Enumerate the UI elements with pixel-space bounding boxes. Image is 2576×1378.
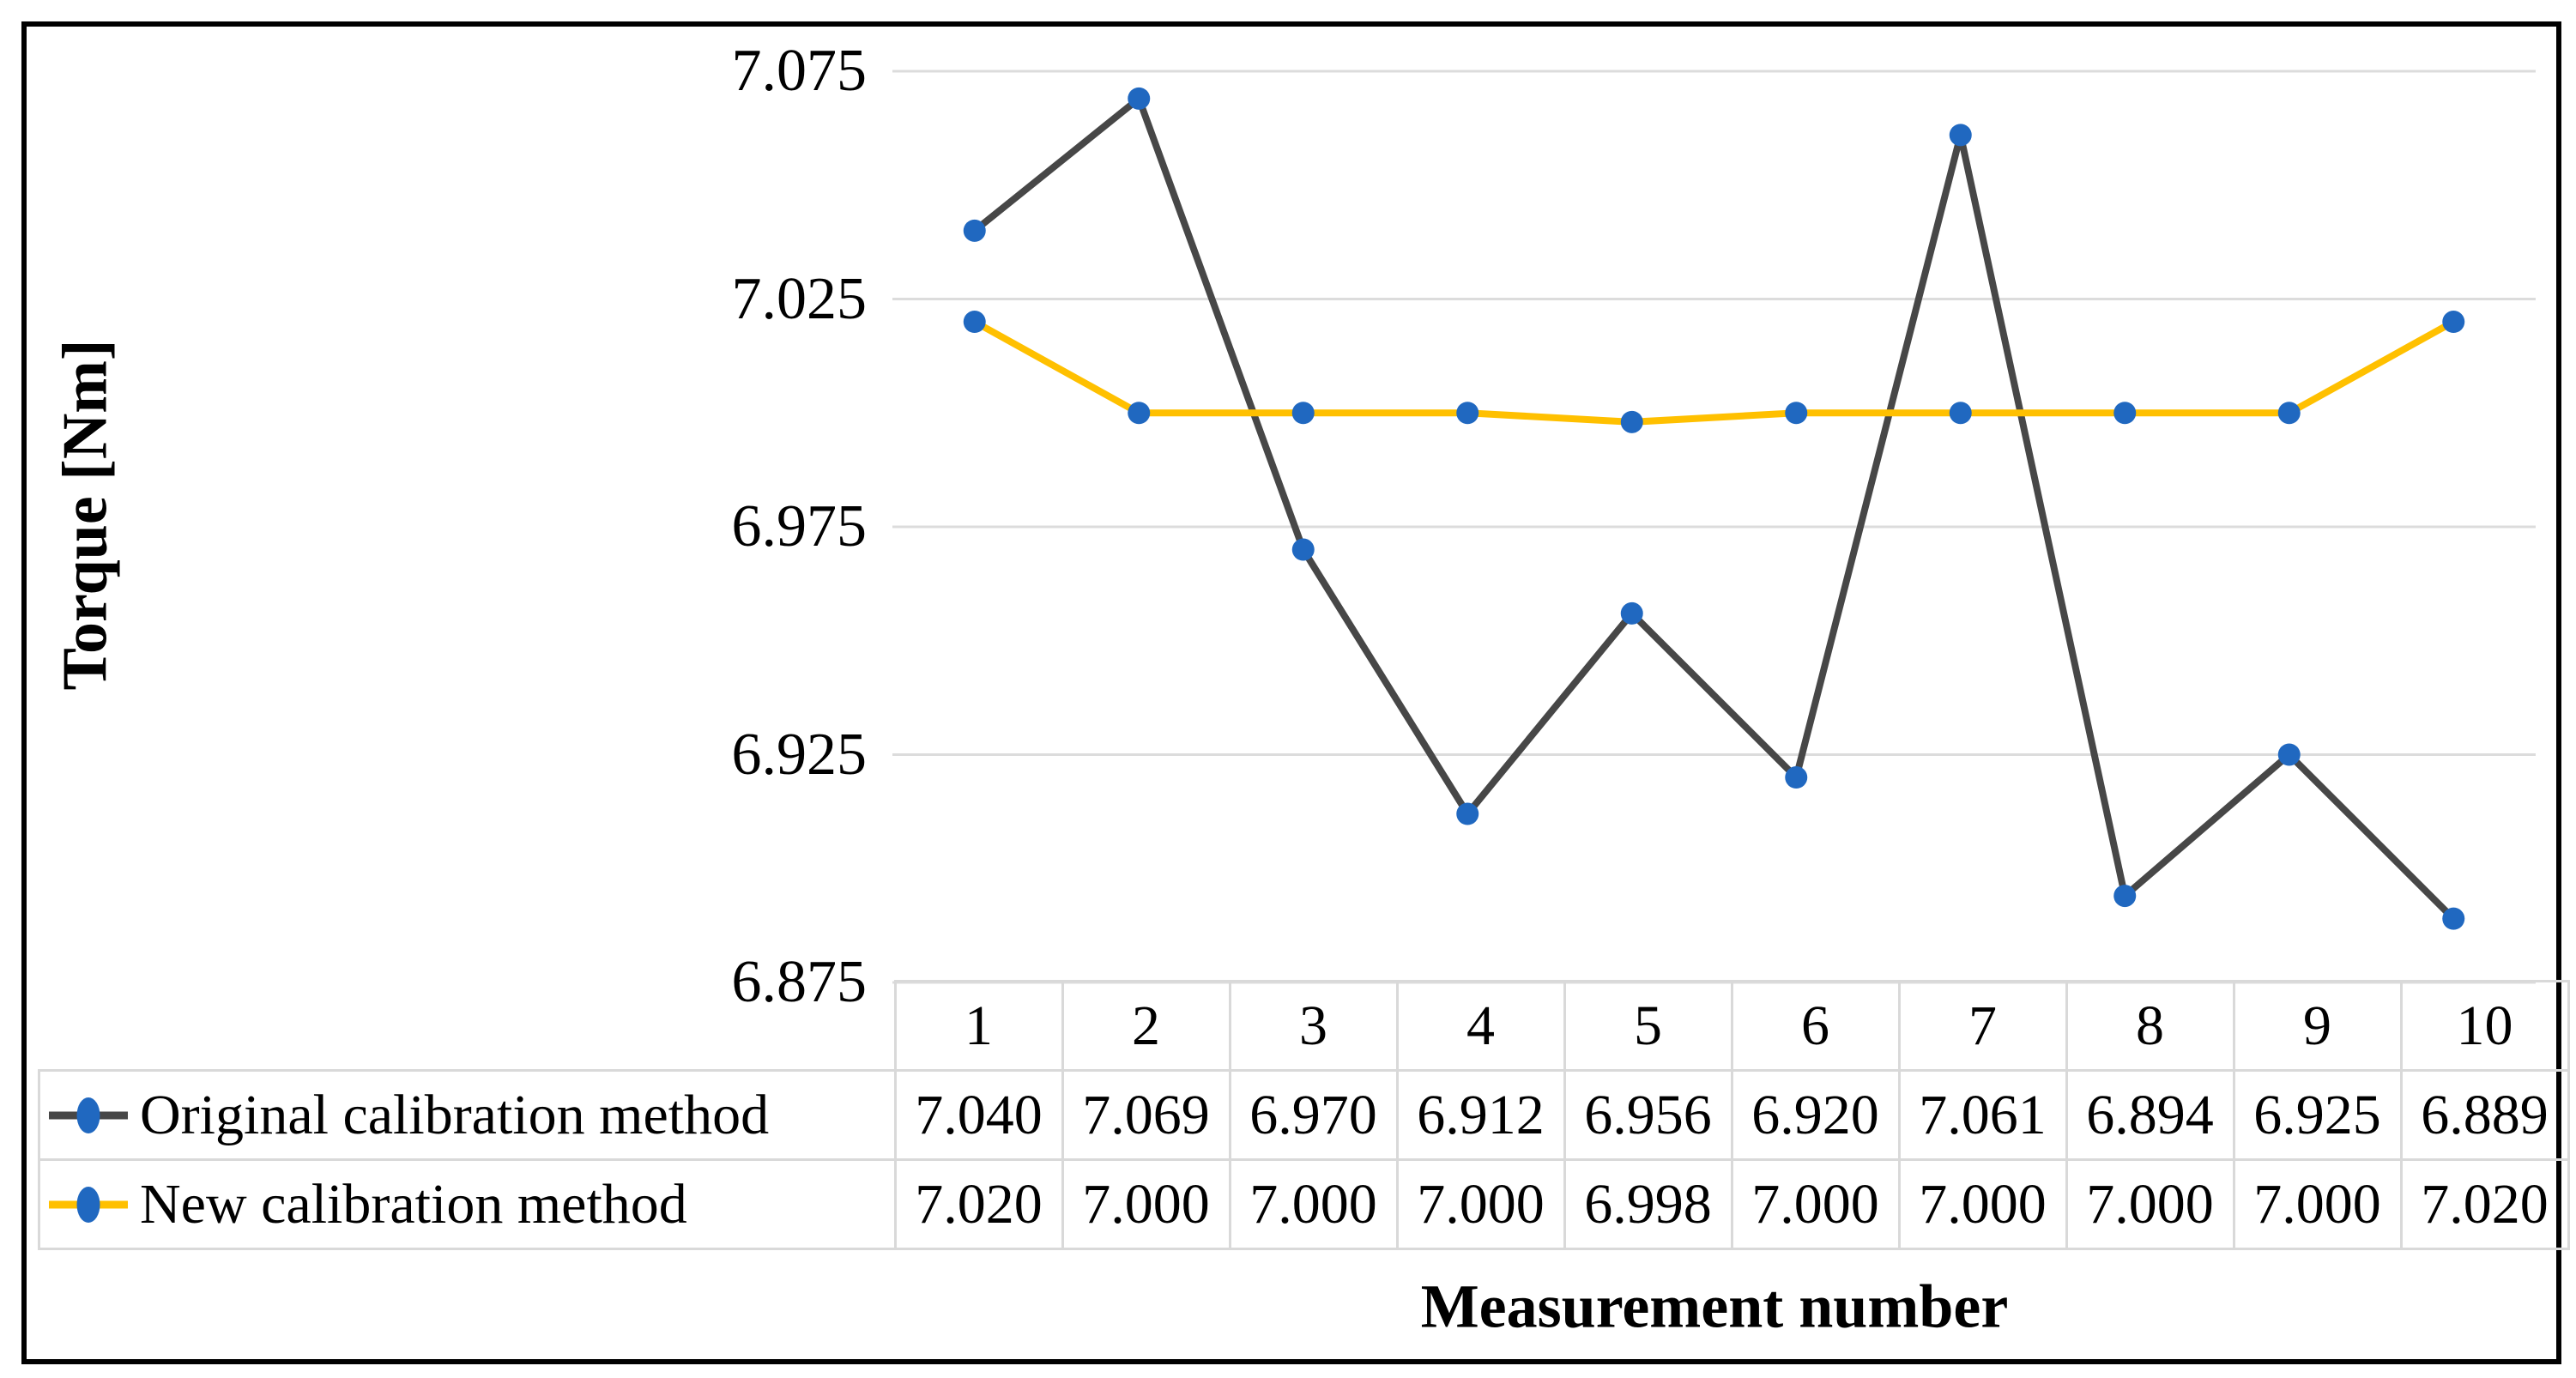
legend-dot [76, 1186, 100, 1223]
legend-marker-icon [49, 1091, 128, 1139]
data-point-marker [2113, 885, 2137, 908]
table-header-row: 1 2 3 4 5 6 7 8 9 10 [39, 980, 2570, 1072]
legend-header-empty-cell [39, 982, 896, 1071]
y-tick-label: 7.025 [731, 265, 868, 332]
data-point-marker [1620, 410, 1643, 433]
data-table-container: 1 2 3 4 5 6 7 8 9 10 Original calibration method 7.… [38, 980, 2570, 1250]
table-header-cell: 5 [1563, 980, 1733, 1072]
data-point-marker [2277, 743, 2301, 766]
table-value-cell: 7.020 [893, 1158, 1064, 1250]
table-value-cell: 7.000 [1730, 1158, 1901, 1250]
table-row-series-2: New calibration method 7.020 7.000 7.000 7.0… [38, 1158, 2570, 1250]
data-point-marker [1949, 402, 1972, 425]
table-value-cell: 7.061 [1897, 1069, 2068, 1161]
table-value-cell: 6.889 [2399, 1069, 2570, 1161]
data-point-marker [2277, 402, 2301, 425]
y-tick-label: 7.075 [731, 38, 868, 104]
line-chart [892, 70, 2536, 984]
table-header-cell: 8 [2065, 980, 2235, 1072]
data-point-marker [1620, 601, 1643, 625]
table-value-cell: 7.000 [2232, 1158, 2403, 1250]
table-header-cell: 10 [2399, 980, 2570, 1072]
x-axis-title: Measurement number [1420, 1272, 2009, 1341]
data-point-marker [963, 311, 986, 334]
legend-marker-icon [49, 1181, 128, 1229]
data-point-marker [1128, 87, 1151, 110]
table-value-cell: 7.069 [1061, 1069, 1231, 1161]
y-axis-title: Torque [Nm] [50, 339, 121, 691]
table-value-cell: 7.040 [893, 1069, 1064, 1161]
y-axis-tick-labels: 7.075 7.025 6.975 6.925 6.875 [515, 41, 868, 1012]
table-header-cell: 1 [893, 980, 1064, 1072]
legend-dot [76, 1097, 100, 1133]
table-header-cell: 7 [1897, 980, 2068, 1072]
table-value-cell: 6.970 [1228, 1069, 1399, 1161]
table-row-series-1: Original calibration method 7.040 7.069 6.9… [38, 1069, 2570, 1161]
table-value-cell: 7.000 [1228, 1158, 1399, 1250]
y-tick-label: 6.925 [731, 721, 868, 788]
legend-label: New calibration method [140, 1172, 687, 1236]
data-point-marker [1785, 766, 1808, 789]
data-point-marker [1128, 402, 1151, 425]
table-value-cell: 7.000 [1897, 1158, 2068, 1250]
table-header-cell: 3 [1228, 980, 1399, 1072]
data-point-marker [1291, 538, 1315, 561]
table-value-cell: 6.925 [2232, 1069, 2403, 1161]
table-value-cell: 7.020 [2399, 1158, 2570, 1250]
table-header-cell: 2 [1061, 980, 1231, 1072]
series-line-2 [971, 318, 2458, 426]
data-point-marker [1785, 402, 1808, 425]
data-point-marker [963, 219, 986, 242]
series-line-1 [971, 94, 2458, 922]
table-value-cell: 6.920 [1730, 1069, 1901, 1161]
data-point-marker [2442, 311, 2465, 334]
table-value-cell: 6.912 [1395, 1069, 1566, 1161]
table-header-cell: 4 [1395, 980, 1566, 1072]
table-value-cell: 6.956 [1563, 1069, 1733, 1161]
legend-label: Original calibration method [140, 1083, 770, 1146]
table-value-cell: 6.998 [1563, 1158, 1733, 1250]
data-table: 1 2 3 4 5 6 7 8 9 10 Original calibration method 7.… [38, 980, 2570, 1250]
data-point-marker [2442, 907, 2465, 930]
legend-cell: New calibration method [38, 1158, 897, 1250]
table-value-cell: 7.000 [1061, 1158, 1231, 1250]
data-point-marker [1456, 402, 1479, 425]
legend-cell: Original calibration method [38, 1069, 897, 1161]
data-point-marker [1456, 802, 1479, 825]
table-header-cell: 9 [2232, 980, 2403, 1072]
table-value-cell: 7.000 [2065, 1158, 2235, 1250]
data-point-marker [1291, 402, 1315, 425]
table-value-cell: 7.000 [1395, 1158, 1566, 1250]
table-value-cell: 6.894 [2065, 1069, 2235, 1161]
data-point-marker [1949, 124, 1972, 147]
y-tick-label: 6.875 [731, 949, 868, 1015]
data-point-marker [2113, 402, 2137, 425]
y-tick-label: 6.975 [731, 493, 868, 559]
table-header-cell: 6 [1730, 980, 1901, 1072]
plot-area [892, 70, 2536, 984]
figure-border [21, 21, 2561, 1364]
